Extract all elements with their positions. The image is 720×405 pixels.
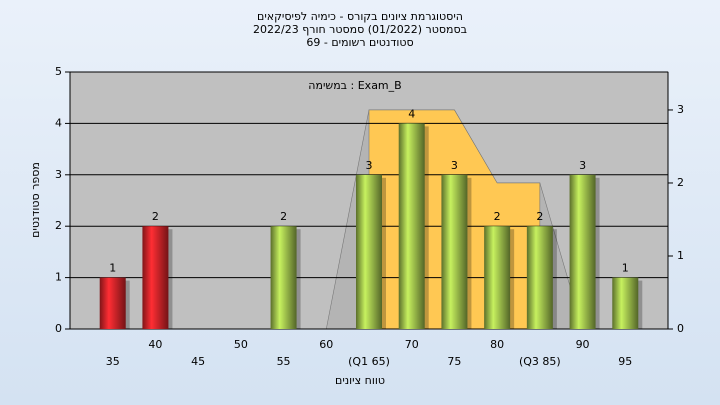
y2-tick-label: 0 [677,322,684,335]
y2-tick-label: 1 [677,249,684,262]
x-tick-label: 75 [447,355,461,368]
bar [612,277,639,329]
bar [142,226,169,329]
x-tick-label: 70 [405,338,419,351]
x-tick-label: 95 [618,355,632,368]
x-tick-label: 35 [106,355,120,368]
x-tick-label: (Q3 85) [519,355,561,368]
x-tick-label: 90 [576,338,590,351]
bar [484,226,511,329]
y-tick-label: 3 [55,168,62,181]
value-label: 2 [536,210,543,223]
y-tick-label: 5 [55,65,62,78]
bar [526,226,553,329]
x-tick-label: 50 [234,338,248,351]
value-label: 1 [109,262,116,275]
x-tick-label: 45 [191,355,205,368]
y-axis-label: מספר סטודנטים [29,162,42,238]
bar [441,174,468,329]
bar [270,226,297,329]
y-tick-label: 4 [55,116,62,129]
value-label: 2 [494,210,501,223]
value-label: 2 [280,210,287,223]
y2-tick-label: 3 [677,103,684,116]
y-tick-label: 2 [55,219,62,232]
x-tick-label: 40 [148,338,162,351]
y-tick-label: 1 [55,271,62,284]
value-label: 3 [579,159,586,172]
value-label: 3 [451,159,458,172]
y2-tick-label: 2 [677,176,684,189]
value-label: 2 [152,210,159,223]
value-label: 1 [622,262,629,275]
x-axis-label: טווח ציונים [335,374,385,387]
bar [398,123,425,330]
chart-title: היסטוגרמת ציונים בקורס - כימיה לפיסיקאים [257,10,463,23]
annotation: במשימה : Exam_B [308,79,401,92]
x-tick-label: 60 [319,338,333,351]
chart-subtitle: בסמסטר (01/2022) סמסטר חורף 2022/23 [253,23,467,36]
value-label: 4 [408,107,415,120]
value-label: 3 [366,159,373,172]
bar [356,174,382,329]
bar [99,277,126,329]
x-tick-label: 80 [490,338,504,351]
bar [569,174,596,329]
chart-subtitle: סטודנטים רשומים - 69 [306,36,413,49]
y-tick-label: 0 [55,322,62,335]
x-tick-label: (Q1 65) [348,355,390,368]
x-tick-label: 55 [277,355,291,368]
